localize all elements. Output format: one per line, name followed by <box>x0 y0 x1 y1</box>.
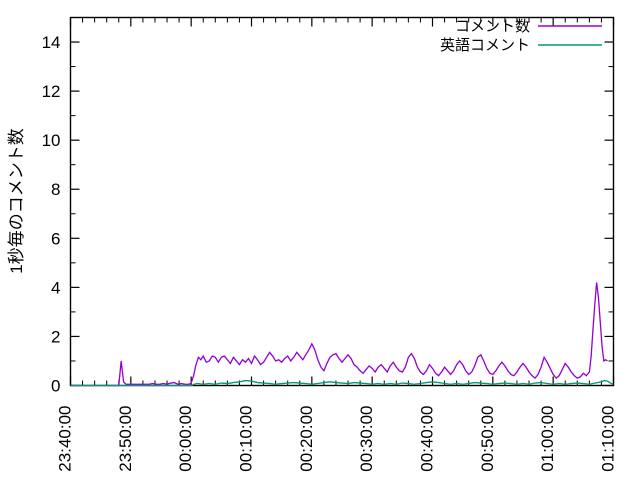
x-tick-label: 23:40:00 <box>56 406 75 472</box>
x-tick-label: 00:20:00 <box>297 406 316 472</box>
series-line-2 <box>70 379 614 387</box>
x-tick-label: 00:10:00 <box>237 406 256 472</box>
x-axis-tick-labels: 23:40:00 23:50:00 00:00:00 00:10:00 00:20:00… <box>56 406 618 472</box>
legend-label-1: コメント数 <box>455 18 530 35</box>
x-tick-label: 00:40:00 <box>418 406 437 472</box>
x-tick-label: 00:00:00 <box>176 406 195 472</box>
y-axis-title: 1秒毎のコメント数 <box>7 128 26 273</box>
x-tick-label: 00:30:00 <box>357 406 376 472</box>
data-series-group <box>70 282 614 387</box>
legend-label-2: 英語コメント <box>440 36 530 54</box>
y-tick-label: 6 <box>51 229 60 248</box>
y-tick-label: 8 <box>51 180 60 199</box>
x-tick-label: 01:10:00 <box>599 406 618 472</box>
y-tick-label: 10 <box>42 131 61 150</box>
y-axis-tick-labels: 0 2 4 6 8 10 12 14 <box>42 33 61 395</box>
series-line-1 <box>70 282 608 387</box>
y-tick-label: 12 <box>42 82 61 101</box>
x-tick-label: 00:50:00 <box>478 406 497 472</box>
x-tick-label: 23:50:00 <box>116 406 135 472</box>
y-tick-label: 0 <box>51 377 60 396</box>
y-tick-label: 2 <box>51 327 60 346</box>
y-tick-label: 14 <box>42 33 61 52</box>
plot-frame <box>69 16 615 387</box>
x-tick-label: 01:00:00 <box>538 406 557 472</box>
y-tick-label: 4 <box>51 278 60 297</box>
